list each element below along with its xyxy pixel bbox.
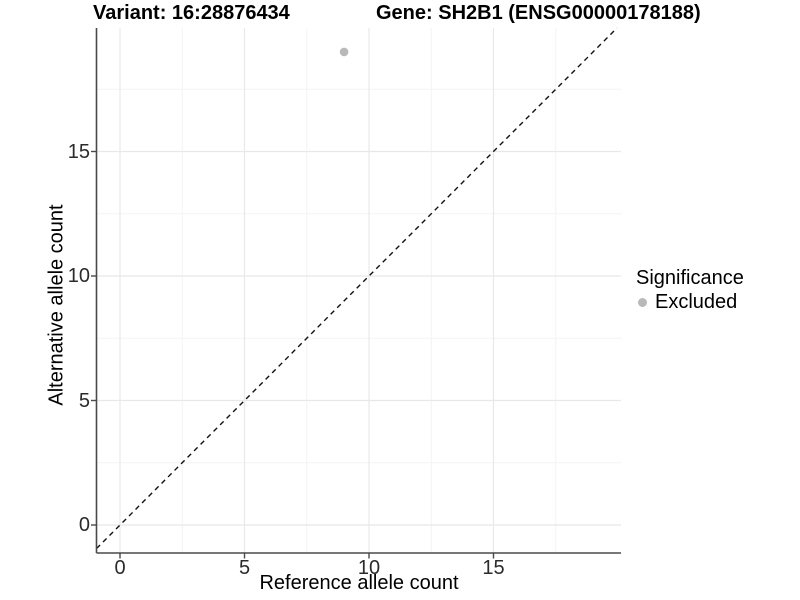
variant-title: Variant: 16:28876434: [93, 2, 290, 24]
x-tick-label-15: 15: [482, 557, 505, 579]
y-tick-label-0: 0: [78, 514, 90, 536]
legend: Significance Excluded: [636, 267, 744, 314]
excluded-point-icon: [638, 298, 647, 307]
gene-title: Gene: SH2B1 (ENSG00000178188): [376, 2, 701, 24]
y-axis-title: Alternative allele count: [45, 204, 68, 406]
identity-line: [96, 27, 618, 549]
x-axis-title: Reference allele count: [259, 572, 459, 594]
x-tick-label-5: 5: [238, 557, 251, 579]
x-tick-label-10: 10: [357, 557, 381, 579]
legend-item-label: Excluded: [655, 291, 738, 313]
legend-title: Significance: [636, 267, 744, 289]
legend-item-excluded: Excluded: [636, 291, 744, 314]
y-tick-label-15: 15: [67, 140, 90, 163]
data-point: [339, 47, 349, 57]
y-tick-label-10: 10: [67, 265, 90, 287]
y-tick-label-5: 5: [78, 389, 90, 412]
x-tick-label-0: 0: [114, 557, 126, 579]
